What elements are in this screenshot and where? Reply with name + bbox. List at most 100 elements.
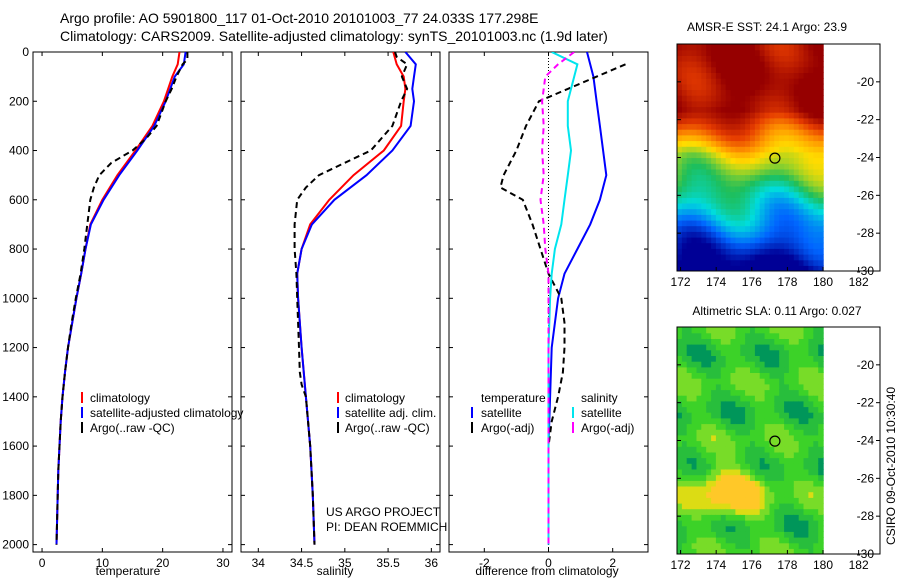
map-x-tick-label: 172 (671, 558, 691, 572)
map-y-tick-label: -24 (857, 151, 875, 165)
legend-label-temp-argo: Argo(-adj) (481, 421, 534, 435)
heatmap-cell (784, 463, 790, 470)
heatmap-cell (759, 140, 766, 147)
heatmap-cell (818, 378, 824, 385)
heatmap-cell (769, 344, 775, 351)
heatmap-cell (711, 383, 717, 391)
heatmap-cell (691, 332, 698, 339)
heatmap-cell (711, 197, 717, 204)
heatmap-cell (793, 451, 800, 459)
heatmap-cell (681, 100, 688, 108)
heatmap-cell (793, 520, 800, 527)
heatmap-cell (798, 208, 805, 215)
heatmap-cell (745, 332, 751, 339)
heatmap-cell (745, 355, 751, 362)
heatmap-cell (759, 389, 766, 396)
heatmap-cell (740, 95, 746, 102)
heatmap-cell (720, 72, 727, 79)
heatmap-cell (711, 446, 717, 453)
heatmap-cell (769, 338, 775, 345)
heatmap-cell (813, 355, 819, 362)
heatmap-cell (774, 412, 780, 419)
heatmap-cell (788, 497, 795, 504)
heatmap-cell (745, 457, 751, 464)
heatmap-cell (691, 406, 698, 413)
heatmap-cell (774, 378, 780, 385)
heatmap-cell (774, 389, 780, 396)
heatmap-cell (788, 219, 795, 227)
x-tick-label: 34 (252, 556, 266, 570)
sla-map-title: Altimetric SLA: 0.11 Argo: 0.027 (692, 304, 862, 318)
heatmap-cell (745, 106, 751, 113)
heatmap-cell (706, 44, 712, 51)
heatmap-cell (686, 254, 693, 261)
heatmap-cell (793, 491, 800, 498)
heatmap-cell (784, 434, 790, 442)
heatmap-cell (686, 355, 693, 362)
heatmap-cell (740, 66, 746, 73)
heatmap-cell (808, 446, 814, 453)
heatmap-cell (818, 259, 824, 266)
heatmap-cell (813, 344, 819, 351)
heatmap-cell (691, 468, 698, 476)
heatmap-cell (788, 231, 795, 238)
heatmap-cell (711, 185, 717, 193)
heatmap-cell (784, 83, 790, 90)
heatmap-cell (735, 254, 741, 261)
heatmap-cell (686, 474, 693, 481)
heatmap-cell (735, 525, 741, 532)
heatmap-cell (686, 514, 693, 521)
map-y-tick-label: -24 (857, 434, 875, 448)
heatmap-cell (813, 95, 819, 102)
heatmap-cell (701, 542, 707, 549)
heatmap-cell (750, 231, 756, 238)
heatmap-cell (750, 174, 756, 181)
heatmap-cell (784, 231, 790, 238)
heatmap-cell (686, 502, 693, 510)
heatmap-cell (711, 146, 717, 153)
heatmap-cell (715, 417, 722, 425)
heatmap-cell (784, 163, 790, 170)
heatmap-cell (730, 451, 736, 459)
heatmap-cell (759, 248, 766, 255)
heatmap-cell (711, 480, 717, 487)
heatmap-cell (730, 100, 736, 108)
series-line-temperature-satellite (547, 52, 608, 545)
heatmap-cell (764, 463, 771, 470)
heatmap-cell (769, 151, 775, 159)
heatmap-cell (818, 520, 824, 527)
heatmap-cell (774, 514, 780, 521)
heatmap-cell (677, 89, 683, 96)
heatmap-cell (798, 383, 805, 391)
heatmap-cell (808, 548, 814, 554)
heatmap-cell (720, 406, 727, 413)
heatmap-cell (813, 191, 819, 198)
heatmap-cell (818, 457, 824, 464)
heatmap-cell (784, 140, 790, 147)
heatmap-cell (730, 191, 736, 198)
heatmap-cell (730, 242, 736, 249)
heatmap-cell (745, 134, 751, 142)
heatmap-cell (750, 457, 756, 464)
heatmap-cell (793, 332, 800, 339)
heatmap-cell (779, 174, 785, 181)
heatmap-cell (681, 89, 688, 96)
heatmap-cell (745, 265, 751, 271)
heatmap-cell (720, 327, 727, 334)
heatmap-cell (745, 429, 751, 436)
heatmap-cell (691, 225, 698, 232)
heatmap-cell (706, 231, 712, 238)
heatmap-cell (701, 242, 707, 249)
heatmap-cell (706, 400, 712, 408)
heatmap-cell (730, 219, 736, 227)
heatmap-cell (808, 537, 814, 544)
heatmap-cell (745, 242, 751, 249)
heatmap-cell (793, 117, 800, 125)
heatmap-cell (701, 219, 707, 227)
heatmap-cell (779, 502, 785, 510)
heatmap-cell (691, 168, 698, 176)
heatmap-cell (808, 185, 814, 193)
heatmap-cell (788, 123, 795, 130)
legend-label-argo: Argo(..raw -QC) (90, 421, 175, 435)
heatmap-cell (779, 242, 785, 249)
